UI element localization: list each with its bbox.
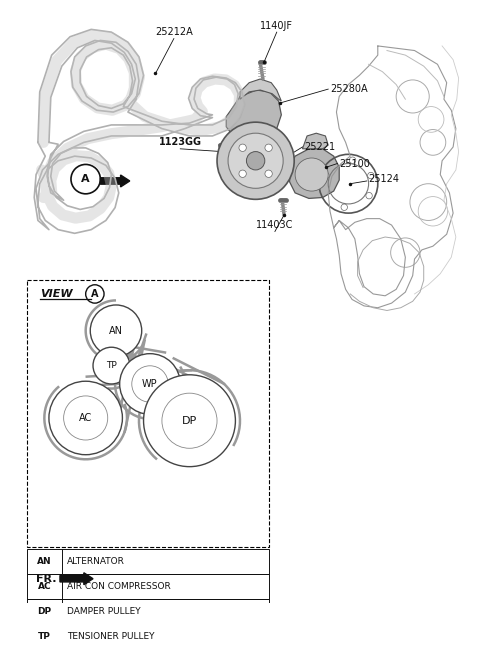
Bar (27, 549, 269, 574)
Circle shape (366, 192, 372, 199)
Text: VIEW: VIEW (40, 289, 72, 299)
Text: DAMPER PULLEY: DAMPER PULLEY (67, 607, 141, 616)
Polygon shape (289, 149, 339, 198)
FancyArrow shape (60, 573, 93, 584)
Circle shape (295, 158, 328, 191)
Circle shape (239, 144, 246, 152)
Text: AC: AC (37, 582, 51, 591)
Circle shape (144, 375, 235, 466)
Text: AIR CON COMPRESSOR: AIR CON COMPRESSOR (67, 582, 171, 591)
Text: 25100: 25100 (339, 159, 370, 169)
Circle shape (90, 305, 142, 356)
Bar (27, 649, 269, 656)
Text: 25212A: 25212A (155, 27, 193, 37)
Circle shape (323, 173, 329, 179)
Bar (27, 599, 269, 624)
Text: 1140JF: 1140JF (260, 21, 293, 31)
Circle shape (349, 157, 356, 163)
Circle shape (132, 366, 168, 402)
Text: 25124: 25124 (369, 174, 400, 184)
Text: ALTERNATOR: ALTERNATOR (67, 557, 125, 566)
Text: 25221: 25221 (304, 142, 336, 152)
Circle shape (265, 170, 272, 177)
Bar (27, 280, 269, 546)
Text: TENSIONER PULLEY: TENSIONER PULLEY (67, 632, 155, 641)
Text: TP: TP (38, 632, 51, 641)
Text: A: A (91, 289, 98, 299)
Bar (27, 574, 269, 599)
Polygon shape (240, 79, 281, 101)
Polygon shape (302, 133, 328, 149)
Text: 25280A: 25280A (330, 84, 368, 94)
Text: AN: AN (109, 325, 123, 336)
Polygon shape (226, 90, 281, 142)
Circle shape (64, 396, 108, 440)
Text: DP: DP (37, 607, 51, 616)
Text: 11403C: 11403C (256, 220, 294, 230)
Circle shape (246, 152, 265, 170)
Circle shape (228, 133, 283, 188)
Text: DP: DP (182, 416, 197, 426)
Circle shape (239, 170, 246, 177)
Circle shape (49, 381, 122, 455)
Circle shape (120, 354, 180, 415)
Text: TP: TP (106, 361, 117, 370)
FancyArrow shape (100, 175, 130, 187)
Text: AN: AN (37, 557, 52, 566)
Circle shape (217, 122, 294, 199)
Text: AC: AC (79, 413, 92, 423)
Circle shape (265, 144, 272, 152)
Bar (27, 624, 269, 649)
Circle shape (162, 393, 217, 448)
Circle shape (93, 347, 130, 384)
Text: FR.: FR. (36, 574, 57, 584)
Circle shape (341, 204, 348, 211)
Circle shape (368, 173, 374, 179)
Text: A: A (82, 174, 90, 184)
Text: WP: WP (142, 379, 158, 389)
Text: 1123GG: 1123GG (159, 137, 202, 148)
